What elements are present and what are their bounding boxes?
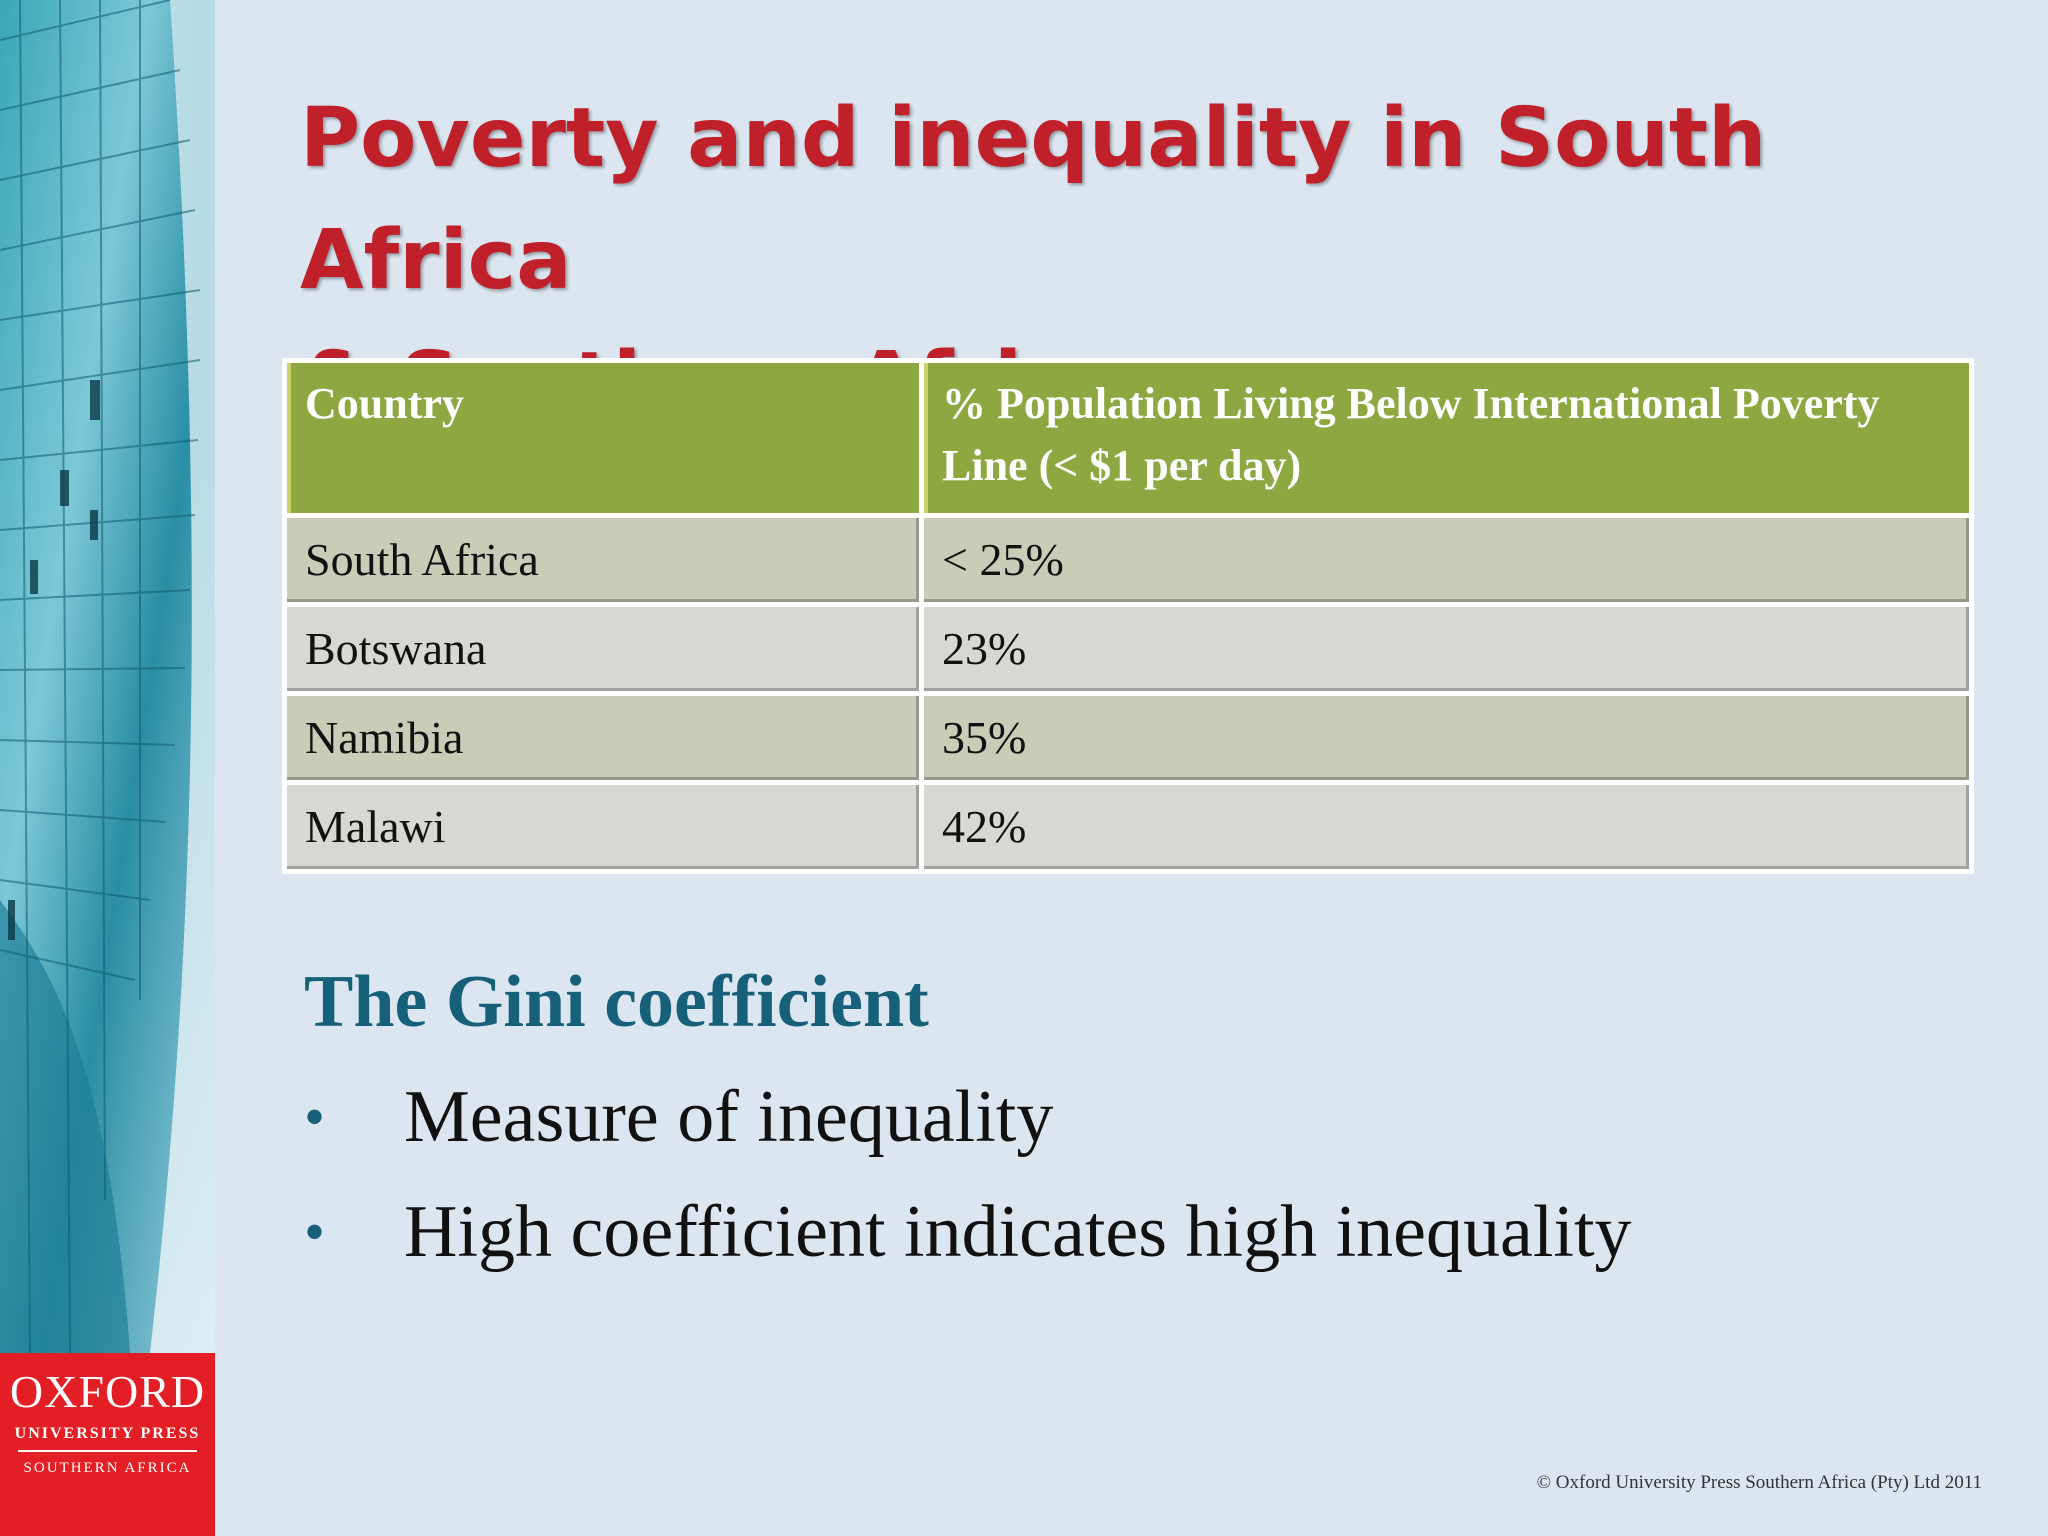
copyright-notice: © Oxford University Press Southern Afric… — [1536, 1472, 1982, 1493]
header-country: Country — [287, 363, 919, 513]
list-item: • Measure of inequality — [300, 1060, 2000, 1175]
cell-percentage: 23% — [924, 607, 1969, 691]
cell-country: Malawi — [287, 785, 919, 869]
table-row: Botswana 23% — [287, 607, 1969, 691]
bullet-text: High coefficient indicates high inequali… — [404, 1191, 1632, 1273]
cell-percentage: < 25% — [924, 518, 1969, 602]
table-row: Malawi 42% — [287, 785, 1969, 869]
oxford-logo: OXFORD UNIVERSITY PRESS SOUTHERN AFRICA — [0, 1353, 215, 1536]
cell-country: South Africa — [287, 518, 919, 602]
table-row: South Africa < 25% — [287, 518, 1969, 602]
table-row: Namibia 35% — [287, 696, 1969, 780]
header-poverty-percentage: % Population Living Below International … — [924, 363, 1969, 513]
decorative-side-panel: OXFORD UNIVERSITY PRESS SOUTHERN AFRICA — [0, 0, 215, 1536]
poverty-table: Country % Population Living Below Intern… — [282, 358, 1974, 874]
cell-percentage: 35% — [924, 696, 1969, 780]
logo-wordmark: OXFORD — [9, 1366, 206, 1417]
bullet-icon: • — [304, 1084, 326, 1150]
slide-title-line1: Poverty and inequality in South Africa — [300, 91, 1767, 308]
bullet-text: Measure of inequality — [404, 1076, 1054, 1158]
cell-percentage: 42% — [924, 785, 1969, 869]
gini-heading: The Gini coefficient — [304, 961, 929, 1043]
logo-divider — [18, 1450, 197, 1452]
logo-subtitle: UNIVERSITY PRESS — [14, 1425, 201, 1442]
list-item: • High coefficient indicates high inequa… — [300, 1175, 2000, 1290]
cell-country: Namibia — [287, 696, 919, 780]
cell-country: Botswana — [287, 607, 919, 691]
logo-region: SOUTHERN AFRICA — [23, 1460, 192, 1476]
table-header-row: Country % Population Living Below Intern… — [287, 363, 1969, 513]
bullet-icon: • — [304, 1199, 326, 1265]
gini-bullet-list: • Measure of inequality • High coefficie… — [300, 1060, 2000, 1290]
glass-building-image — [0, 0, 215, 1353]
